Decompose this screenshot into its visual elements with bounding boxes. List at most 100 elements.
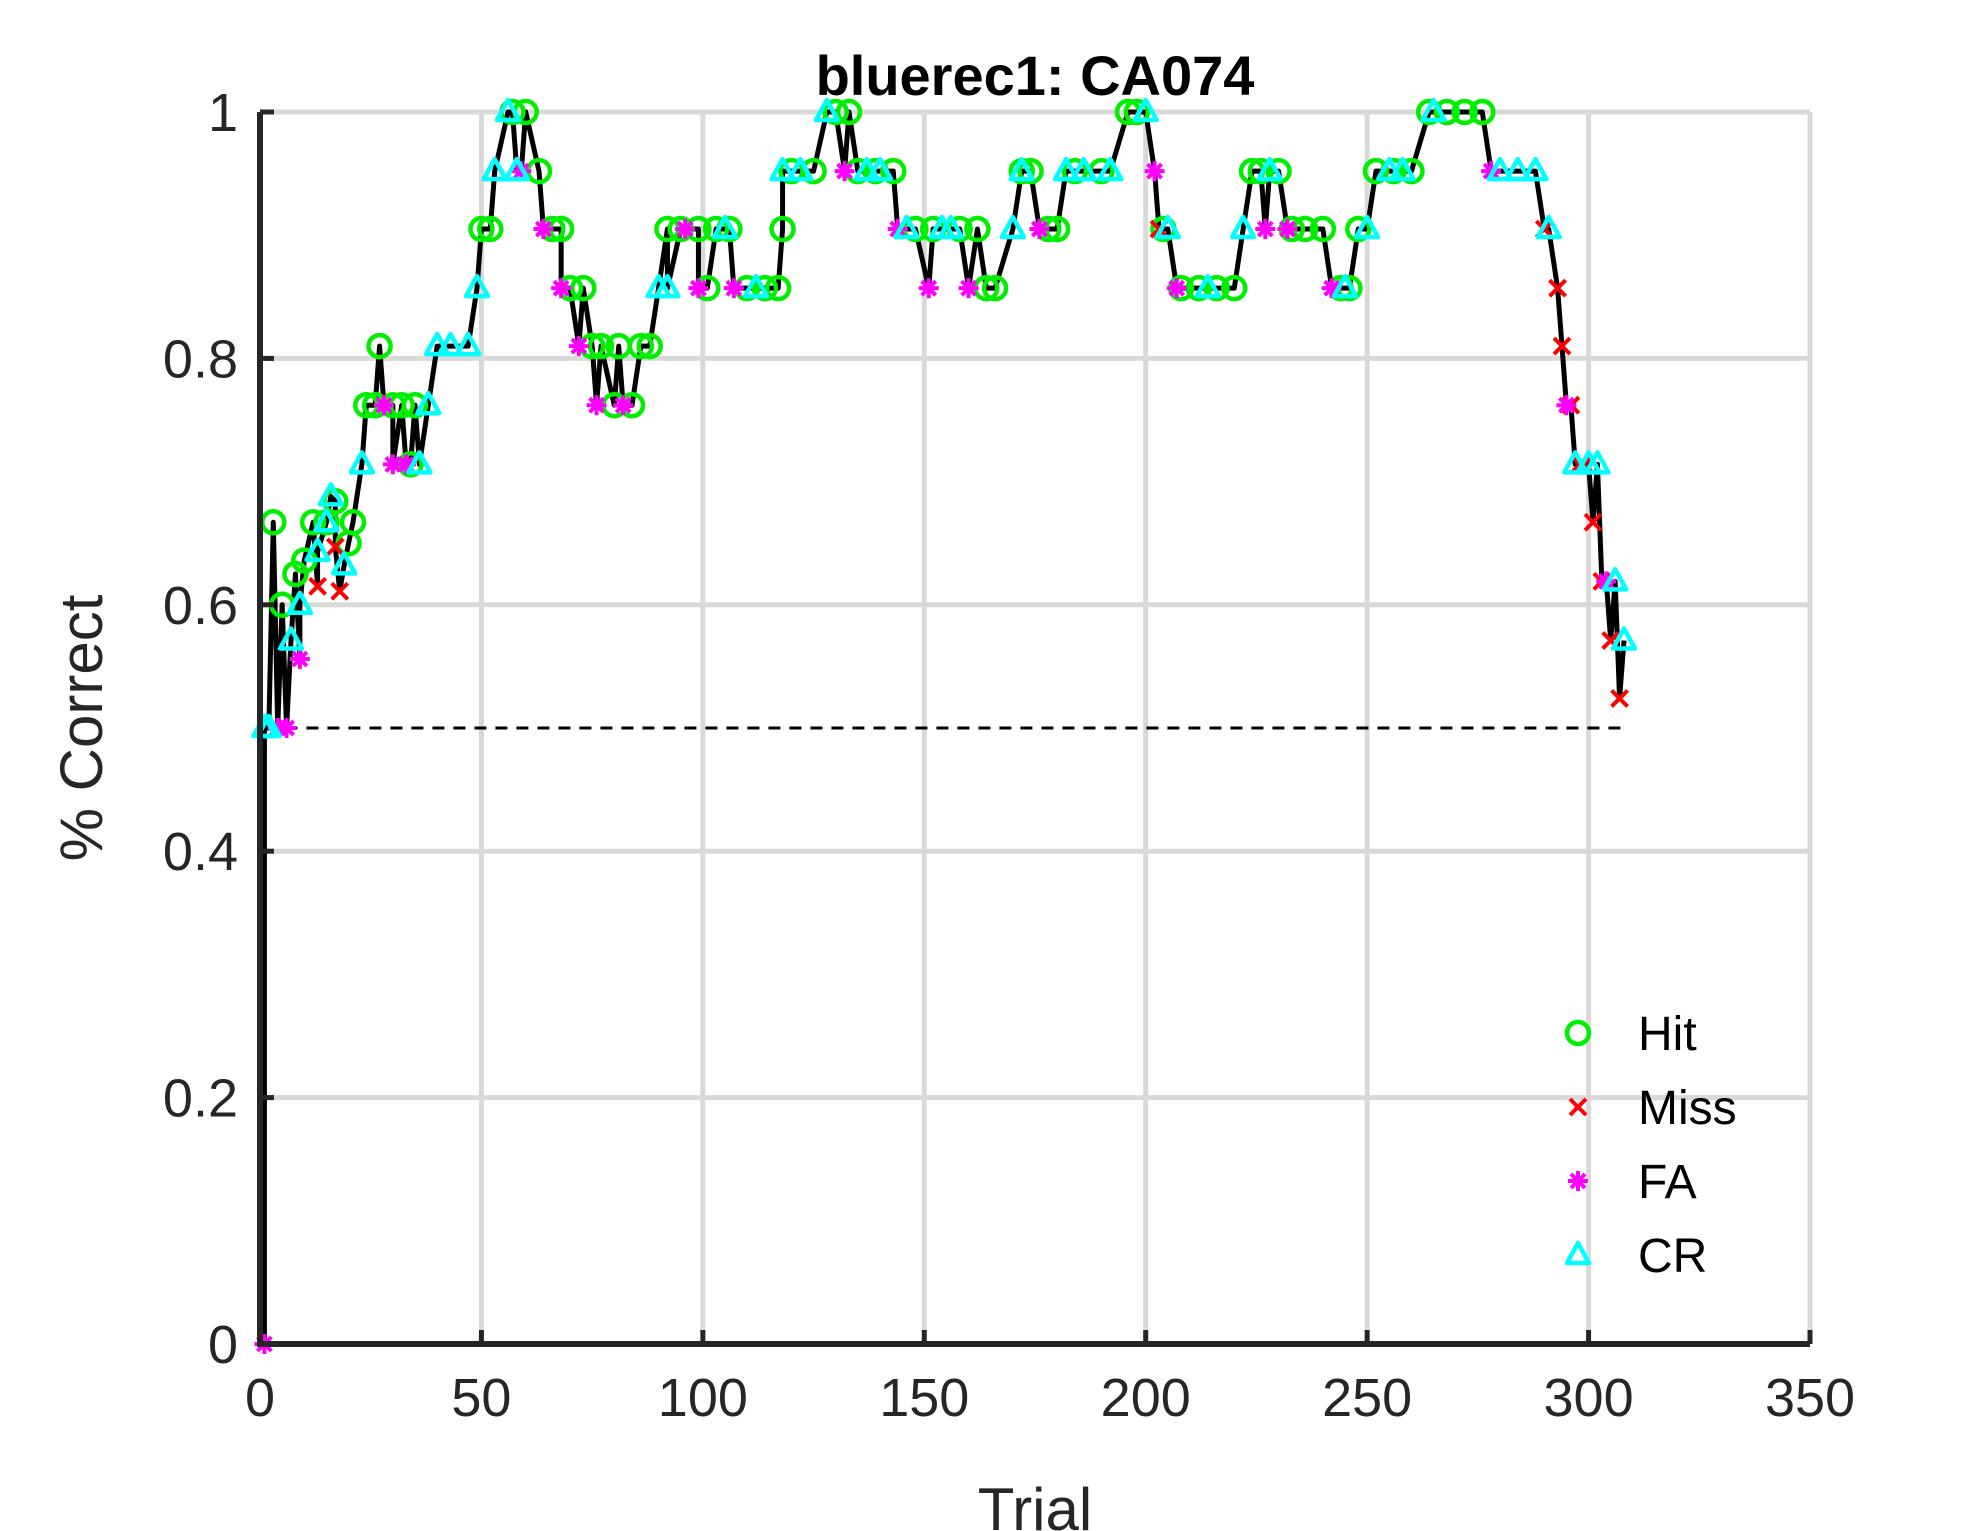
cr-marker-17 <box>503 156 531 182</box>
cr-marker-31 <box>1008 156 1035 182</box>
fa-marker-9 <box>551 278 572 299</box>
hit-marker-73 <box>1309 215 1337 243</box>
hit-marker-83 <box>1469 98 1496 126</box>
cr-marker-22 <box>769 156 796 182</box>
fa-marker-11 <box>586 395 607 416</box>
cr-marker-34 <box>1097 156 1124 182</box>
fa-marker-19 <box>958 278 979 299</box>
cr-marker-48 <box>1535 214 1562 240</box>
fa-marker-12 <box>613 395 634 416</box>
hit-marker-40 <box>764 274 792 302</box>
cr-marker-38 <box>1229 214 1257 240</box>
hit-marker-45 <box>835 98 863 126</box>
miss-marker-0 <box>308 576 327 596</box>
cr-marker-41 <box>1353 214 1381 240</box>
cr-marker-35 <box>1132 97 1159 123</box>
cr-marker-46 <box>1504 156 1531 182</box>
hit-marker-69 <box>1247 157 1275 185</box>
cr-marker-47 <box>1522 156 1549 182</box>
cr-marker-2 <box>277 626 305 651</box>
performance-line <box>261 109 1627 1344</box>
fa-marker-18 <box>918 278 939 299</box>
legend-label-miss: Miss <box>1638 1082 1737 1135</box>
x-tick-label-3: 150 <box>879 1368 969 1428</box>
x-tick-label-4: 200 <box>1101 1368 1191 1428</box>
fa-marker-27 <box>1556 395 1577 416</box>
fa-marker-21 <box>1144 161 1165 182</box>
ticks: 0 50 100 150 200 250 300 350 0 0.2 0.4 0.6 0.8 1 <box>163 83 1855 1428</box>
cr-marker-39 <box>1256 156 1283 182</box>
axes <box>257 112 1810 1347</box>
fa-marker-8 <box>533 219 554 240</box>
legend-label-cr: CR <box>1638 1230 1707 1283</box>
cr-marker-52 <box>1601 567 1629 592</box>
hit-marker-26 <box>587 332 615 360</box>
cr-marker-12 <box>437 331 464 357</box>
hit-marker-17 <box>477 215 504 243</box>
cr-marker-19 <box>654 273 681 299</box>
cr-marker-7 <box>330 551 358 576</box>
legend-label-fa: FA <box>1638 1156 1697 1209</box>
cr-marker-36 <box>1154 214 1182 240</box>
miss-marker-6 <box>1552 336 1572 356</box>
fa-marker-24 <box>1277 219 1298 240</box>
hit-marker-66 <box>1203 274 1230 302</box>
hit-marker-31 <box>636 332 663 360</box>
cr-marker-3 <box>286 590 314 616</box>
hit-marker-11 <box>366 332 393 360</box>
fa-marker-3 <box>289 649 310 670</box>
hit-marker-56 <box>1017 157 1044 185</box>
hit-marker-82 <box>1451 98 1478 126</box>
hit-marker-30 <box>627 332 655 360</box>
miss-marker-10 <box>1583 512 1603 532</box>
hit-marker-15 <box>401 391 429 419</box>
cr-marker-23 <box>787 156 814 182</box>
chart-title: bluerec1: CA074 <box>816 44 1255 107</box>
fa-marker-14 <box>688 278 709 299</box>
x-tick-label-0: 0 <box>245 1368 275 1428</box>
legend-marker-hit <box>1564 1019 1592 1047</box>
cr-marker-20 <box>711 214 739 240</box>
x-axis-label: Trial <box>978 1476 1092 1531</box>
hit-marker-24 <box>570 274 597 302</box>
cr-marker-1 <box>255 713 283 739</box>
fa-marker-23 <box>1255 219 1276 240</box>
hit-marker-59 <box>1061 157 1089 185</box>
y-tick-label-4: 0.8 <box>163 329 238 389</box>
cr-marker-15 <box>481 156 508 182</box>
cr-marker-30 <box>999 214 1027 240</box>
x-tick-label-1: 50 <box>451 1368 511 1428</box>
x-tick-label-2: 100 <box>658 1368 748 1428</box>
cr-marker-44 <box>1420 97 1447 123</box>
hit-marker-67 <box>1221 274 1248 302</box>
legend-marker-fa <box>1568 1171 1588 1191</box>
legend-marker-cr <box>1564 1240 1592 1266</box>
cr-marker-51 <box>1584 450 1611 475</box>
hit-marker-79 <box>1398 157 1425 185</box>
cr-marker-14 <box>463 273 491 299</box>
hit-marker-81 <box>1433 98 1461 126</box>
cr-marker-53 <box>1610 626 1638 651</box>
hit-marker-44 <box>822 98 849 126</box>
cr-marker-24 <box>813 97 841 123</box>
cr-marker-5 <box>313 508 340 533</box>
miss-marker-1 <box>325 537 345 557</box>
cr-marker-32 <box>1052 156 1080 182</box>
cr-marker-26 <box>866 156 894 182</box>
hit-marker-39 <box>751 274 779 302</box>
cr-marker-4 <box>304 537 331 563</box>
cr-marker-37 <box>1194 273 1221 299</box>
cr-marker-33 <box>1070 156 1097 182</box>
hit-marker-4 <box>299 509 327 536</box>
cr-marker-45 <box>1486 156 1514 182</box>
hit-marker-41 <box>769 215 796 243</box>
cr-marker-13 <box>454 331 482 357</box>
hit-marker-77 <box>1362 157 1390 185</box>
hit-marker-65 <box>1185 274 1213 302</box>
hit-marker-52 <box>964 215 991 243</box>
y-tick-label-5: 1 <box>208 83 238 143</box>
miss-marker-5 <box>1548 278 1567 298</box>
cr-marker-27 <box>893 214 920 240</box>
fa-marker-4 <box>374 395 394 416</box>
